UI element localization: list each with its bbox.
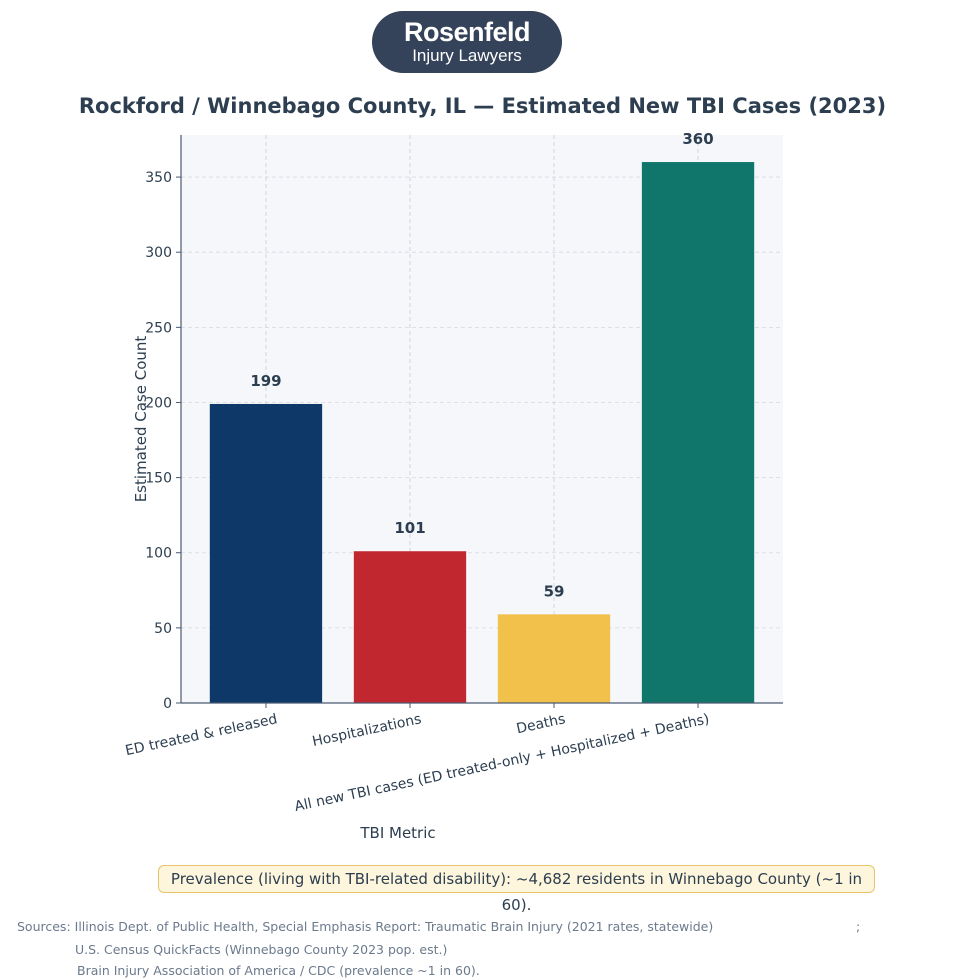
bar-value-label: 199	[250, 372, 281, 390]
logo-line1: Rosenfeld	[403, 17, 531, 47]
x-tick-label: Deaths	[515, 711, 567, 737]
y-tick-label: 50	[154, 621, 172, 637]
bar-3	[641, 162, 755, 704]
bar-value-label: 101	[394, 519, 425, 537]
sources-line-1: Sources: Illinois Dept. of Public Health…	[17, 919, 714, 934]
prevalence-note: Prevalence (living with TBI-related disa…	[158, 865, 875, 914]
bar-0	[209, 403, 323, 703]
x-axis-label: TBI Metric	[360, 824, 436, 842]
y-axis-label: Estimated Case Count	[132, 335, 150, 503]
x-tick-label: ED treated & released	[124, 711, 279, 759]
bar-value-label: 59	[544, 582, 565, 600]
rosenfeld-logo: Rosenfeld Injury Lawyers	[372, 11, 562, 73]
y-tick-label: 100	[145, 546, 172, 562]
logo-line2: Injury Lawyers	[412, 46, 522, 65]
y-tick-label: 300	[145, 245, 172, 261]
chart-title: Rockford / Winnebago County, IL — Estima…	[78, 94, 887, 118]
y-tick-label: 350	[145, 170, 172, 186]
bar-2	[497, 614, 611, 703]
y-tick-label: 0	[163, 696, 172, 712]
y-tick-label: 150	[145, 471, 172, 487]
sources-separator: ;	[856, 919, 861, 934]
y-tick-label: 250	[145, 320, 172, 336]
sources-line-2: U.S. Census QuickFacts (Winnebago County…	[75, 942, 448, 957]
bar-value-label: 360	[682, 130, 713, 148]
x-tick-label: Hospitalizations	[311, 711, 423, 750]
bar-chart: 0 50 100 150 200 250 300 350 199 ED treated & rel…	[124, 130, 783, 815]
y-tick-label: 200	[145, 395, 172, 411]
sources-line-3: Brain Injury Association of America / CD…	[77, 963, 480, 978]
bar-1	[353, 551, 467, 703]
